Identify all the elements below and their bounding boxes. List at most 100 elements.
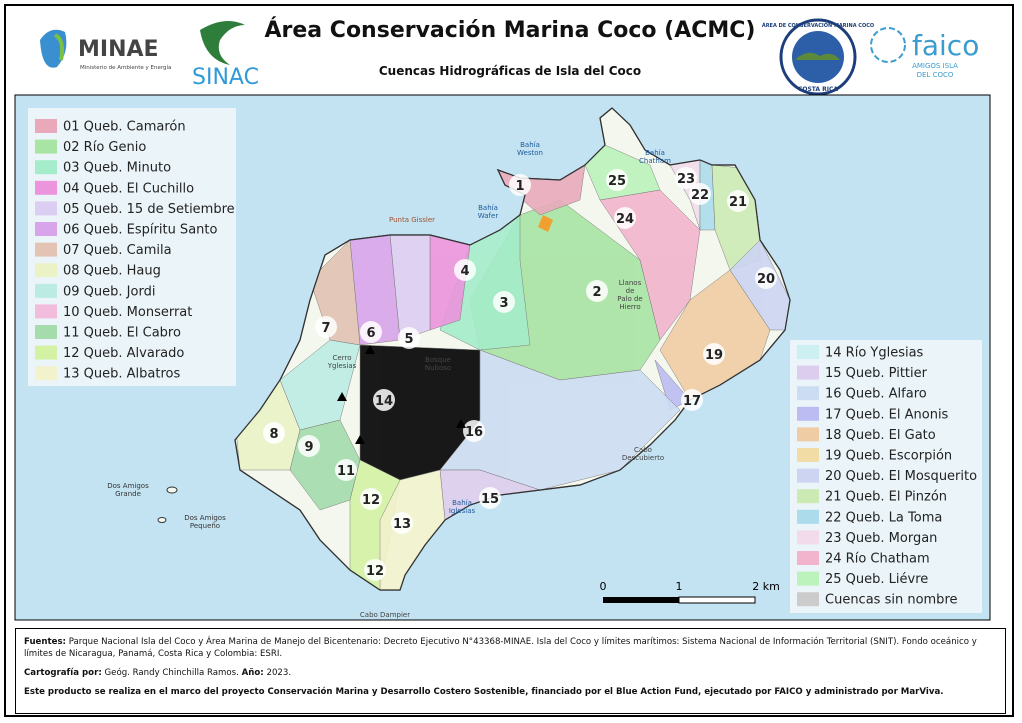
legend-label: 08 Queb. Haug [63,264,161,279]
legend-swatch [35,366,57,381]
legend-swatch [797,592,819,607]
basin-number: 12 [366,564,384,579]
basin-number: 3 [499,296,508,311]
legend-label: 10 Queb. Monserrat [63,305,192,320]
page-frame [4,4,1014,717]
legend-swatch [797,509,819,524]
basin-marker [586,280,608,302]
year-label: Año: [241,668,264,678]
legend-swatch [797,448,819,462]
legend-swatch [35,201,57,216]
place-name: Grande [115,490,141,498]
legend-label: 05 Queb. 15 de Setiembre [63,202,235,217]
legend-label: 12 Queb. Alvarado [63,346,184,361]
legend-swatch [35,222,57,236]
basin-marker [689,183,711,205]
note-text: Este producto se realiza en el marco del… [24,687,944,697]
logo-ring-text: ÁREA DE CONSERVACIÓN MARINA COCO [762,22,874,29]
sinac-name: SINAC [192,65,259,90]
legend-label: 23 Queb. Morgan [825,531,937,546]
legend-label: 03 Queb. Minuto [63,161,171,176]
legend-swatch [35,304,57,319]
sources-label: Fuentes: [24,637,66,647]
legend-label: 13 Queb. Albatros [63,367,180,382]
legend-swatch [35,263,57,278]
legend-label: 21 Queb. El Pinzón [825,490,947,505]
basin-marker [755,267,777,289]
legend-swatch [35,139,57,154]
basin-area [279,339,361,431]
legend-items: 01 Queb. Camarón 02 Río Genio 03 Queb. Min… [35,119,977,608]
legend-swatch [797,365,819,380]
legend-label: 25 Queb. Liévre [825,572,928,587]
legend-label: 18 Queb. El Gato [825,428,936,443]
credits-label: Cartografía por: [24,668,102,678]
logo-island [795,52,840,60]
basin-number: 14 [375,394,393,409]
basin-number: 12 [362,493,380,508]
legend-swatch [797,386,819,401]
acmc-logo: ÁREA DE CONSERVACIÓN MARINA COCO COSTA R… [762,18,874,96]
faico-name: faico [912,29,979,62]
place-name: Descubierto [622,454,664,462]
scale-label: 2 km [752,580,780,593]
basin-number: 8 [269,427,278,442]
sources: Fuentes: Parque Nacional Isla del Coco y… [24,636,997,660]
minae-leaf [53,33,65,61]
basin-marker [493,291,515,313]
legend-label: 22 Queb. La Toma [825,510,942,525]
place-name: Bosque [425,356,451,364]
basin-marker [454,259,476,281]
basin-number: 11 [337,464,355,479]
basin-marker [606,169,628,191]
legend-label: 11 Queb. El Cabro [63,326,181,341]
place-name: Weston [517,149,543,157]
legend-label: 17 Queb. El Anonis [825,407,949,422]
legend-swatch [35,345,57,360]
legend-label: 20 Queb. El Mosquerito [825,469,977,484]
basin-marker [703,343,725,365]
basin-marker [364,559,386,581]
place-name: Pequeño [190,522,220,530]
legend-swatch [797,530,819,545]
title: Área Conservación Marina Coco (ACMC) [265,17,756,43]
sinac-logo: SINAC [192,21,259,90]
subtitle: Cuencas Hidrográficas de Isla del Coco [379,64,641,78]
scale-bar: 0 1 2 km [600,580,780,604]
legend-swatch [797,406,819,421]
scale-segment [678,596,756,604]
basin-marker [463,420,485,442]
legend-swatch [797,427,819,442]
scale-segment [603,597,679,603]
legend-swatch [35,160,57,175]
settlement [538,215,553,232]
basin-marker [335,459,357,481]
faico-mark [870,27,906,63]
basin-number: 15 [481,492,499,507]
basin-marker [727,190,749,212]
legend-label: Cuencas sin nombre [825,593,958,608]
basin-area [654,359,691,411]
basin-marker [681,389,703,411]
map: MINAE Ministerio de Ambiente y Energía S… [14,17,991,621]
basin-number: 21 [729,195,747,210]
place-name: Hierro [619,303,640,311]
legend-swatch [797,571,819,586]
legend-label: 06 Queb. Espíritu Santo [63,223,217,238]
minae-name: MINAE [78,37,159,62]
legend-swatch [797,345,819,359]
place-name: Chatham [639,157,671,165]
credits-text: Geóg. Randy Chinchilla Ramos. [104,668,239,678]
faico-logo: faico AMIGOS ISLA DEL COCO [870,27,979,79]
legend-left [28,108,236,386]
peak-marker [355,435,365,444]
legend-swatch [797,468,819,483]
place-name: Palo de [617,295,642,303]
legend-label: 16 Queb. Alfaro [825,387,927,402]
sources-text: Parque Nacional Isla del Coco y Área Mar… [24,637,977,659]
legend-label: 07 Queb. Camila [63,243,172,258]
place-name: Punta Gissler [389,216,435,224]
islet [157,517,167,523]
faico-subtitle: DEL COCO [917,71,954,79]
